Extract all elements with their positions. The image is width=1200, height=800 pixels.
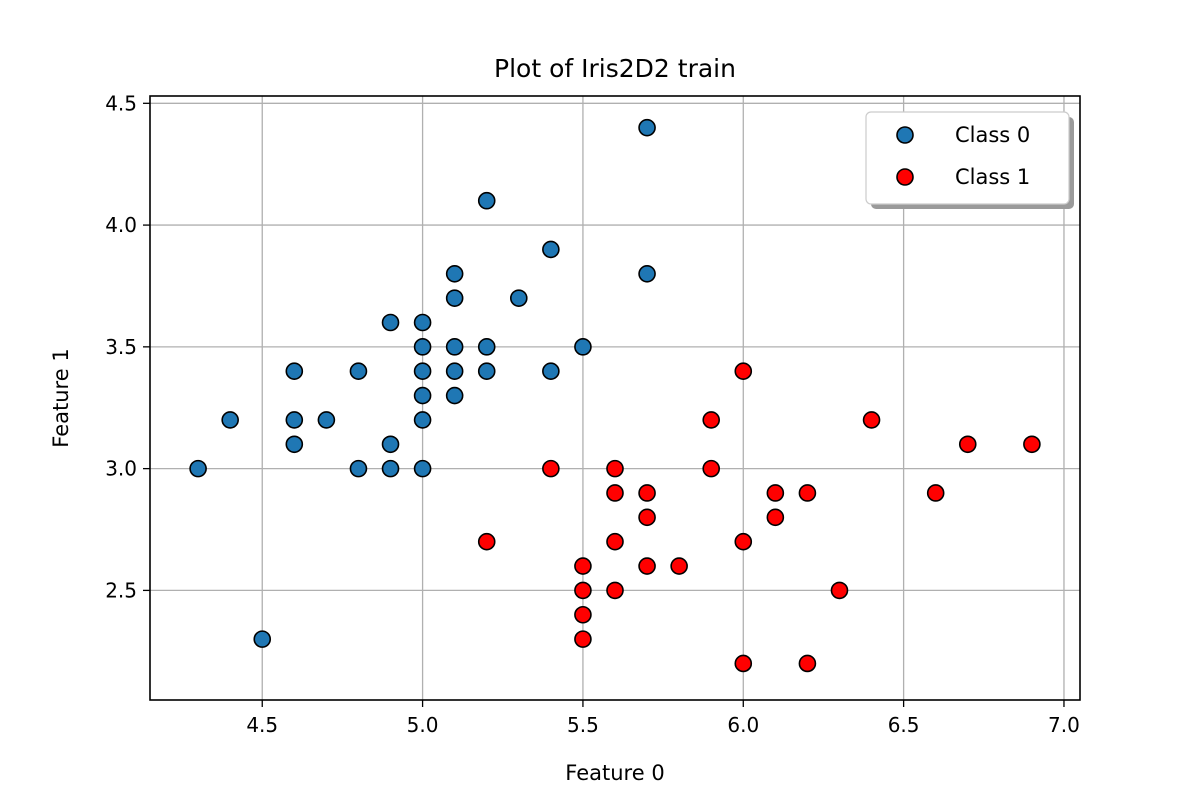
x-tick-label: 6.5 bbox=[888, 713, 920, 737]
data-point-class-1 bbox=[958, 435, 977, 454]
data-point-class-1 bbox=[638, 508, 656, 527]
data-point-class-1 bbox=[638, 484, 656, 502]
data-point-class-1 bbox=[734, 532, 753, 551]
data-point-class-1 bbox=[606, 581, 624, 600]
y-tick-label: 3.5 bbox=[105, 335, 137, 359]
data-point-class-0 bbox=[509, 289, 528, 307]
plot-frame bbox=[149, 95, 1081, 701]
data-point-class-0 bbox=[189, 459, 207, 478]
data-point-class-0 bbox=[253, 630, 272, 648]
y-tick-label: 3.0 bbox=[105, 457, 137, 481]
axis-ticks: 4.5 5.0 5.5 6.0 6.5 7.0 2.5 3.0 3.5 4.0 4.5 bbox=[105, 91, 1080, 737]
y-axis-label: Feature 1 bbox=[49, 348, 73, 447]
data-point-class-1 bbox=[606, 532, 624, 551]
data-point-class-1 bbox=[766, 508, 785, 527]
x-tick-label: 5.5 bbox=[567, 713, 599, 737]
data-point-class-0 bbox=[413, 459, 432, 478]
data-point-class-0 bbox=[413, 362, 432, 381]
data-point-class-1 bbox=[798, 484, 817, 502]
data-point-class-1 bbox=[606, 459, 624, 478]
data-point-class-1 bbox=[574, 557, 592, 575]
x-tick-label: 6.0 bbox=[727, 713, 759, 737]
data-point-class-0 bbox=[413, 411, 432, 429]
data-point-class-0 bbox=[477, 362, 496, 381]
x-axis-label: Feature 0 bbox=[565, 761, 664, 785]
data-point-class-0 bbox=[413, 386, 432, 405]
data-point-class-0 bbox=[221, 411, 239, 429]
data-point-class-1 bbox=[574, 605, 592, 624]
data-point-class-1 bbox=[670, 557, 688, 575]
data-point-class-0 bbox=[285, 362, 304, 381]
data-point-class-0 bbox=[574, 338, 592, 356]
data-point-class-1 bbox=[702, 411, 721, 429]
legend-marker-class-1 bbox=[896, 168, 914, 186]
data-point-class-1 bbox=[574, 630, 592, 648]
data-point-class-1 bbox=[1023, 435, 1041, 454]
data-point-class-0 bbox=[445, 264, 464, 283]
data-point-class-1 bbox=[766, 484, 785, 502]
data-point-class-1 bbox=[734, 362, 753, 381]
y-tick-label: 2.5 bbox=[105, 578, 137, 602]
legend: Class 0 Class 1 bbox=[865, 111, 1074, 209]
data-point-class-1 bbox=[574, 581, 592, 600]
y-tick-label: 4.5 bbox=[105, 91, 137, 115]
x-tick-label: 5.0 bbox=[407, 713, 439, 737]
data-point-class-1 bbox=[477, 532, 496, 551]
chart-title: Plot of Iris2D2 train bbox=[494, 54, 736, 83]
data-point-class-1 bbox=[830, 581, 849, 600]
legend-label-class-1: Class 1 bbox=[955, 165, 1030, 189]
legend-box bbox=[865, 111, 1070, 205]
data-point-class-0 bbox=[413, 313, 432, 332]
legend-label-class-0: Class 0 bbox=[955, 123, 1030, 147]
data-point-class-0 bbox=[381, 459, 400, 478]
data-point-class-0 bbox=[445, 386, 464, 405]
data-point-class-0 bbox=[285, 411, 304, 429]
data-point-class-0 bbox=[542, 240, 560, 259]
data-point-class-0 bbox=[477, 191, 496, 210]
x-tick-label: 4.5 bbox=[246, 713, 278, 737]
data-point-class-0 bbox=[638, 118, 656, 137]
data-point-class-1 bbox=[702, 459, 721, 478]
data-point-class-1 bbox=[798, 654, 817, 673]
data-point-class-0 bbox=[413, 338, 432, 356]
data-point-class-1 bbox=[734, 654, 753, 673]
data-point-class-0 bbox=[285, 435, 304, 454]
data-point-class-0 bbox=[445, 338, 464, 356]
data-point-class-0 bbox=[317, 411, 336, 429]
data-point-class-1 bbox=[862, 411, 881, 429]
data-point-class-0 bbox=[381, 313, 400, 332]
data-point-class-0 bbox=[638, 264, 656, 283]
data-point-class-0 bbox=[381, 435, 400, 454]
data-point-class-1 bbox=[606, 484, 624, 502]
data-point-class-0 bbox=[542, 362, 560, 381]
data-point-class-0 bbox=[349, 362, 368, 381]
data-points bbox=[189, 118, 1041, 673]
data-point-class-0 bbox=[349, 459, 368, 478]
data-point-class-1 bbox=[542, 459, 560, 478]
data-point-class-0 bbox=[477, 338, 496, 356]
x-tick-label: 7.0 bbox=[1048, 713, 1080, 737]
data-point-class-0 bbox=[445, 362, 464, 381]
y-tick-label: 4.0 bbox=[105, 213, 137, 237]
data-point-class-1 bbox=[926, 484, 945, 502]
data-point-class-1 bbox=[638, 557, 656, 575]
legend-marker-class-0 bbox=[896, 126, 914, 144]
data-point-class-0 bbox=[445, 289, 464, 307]
